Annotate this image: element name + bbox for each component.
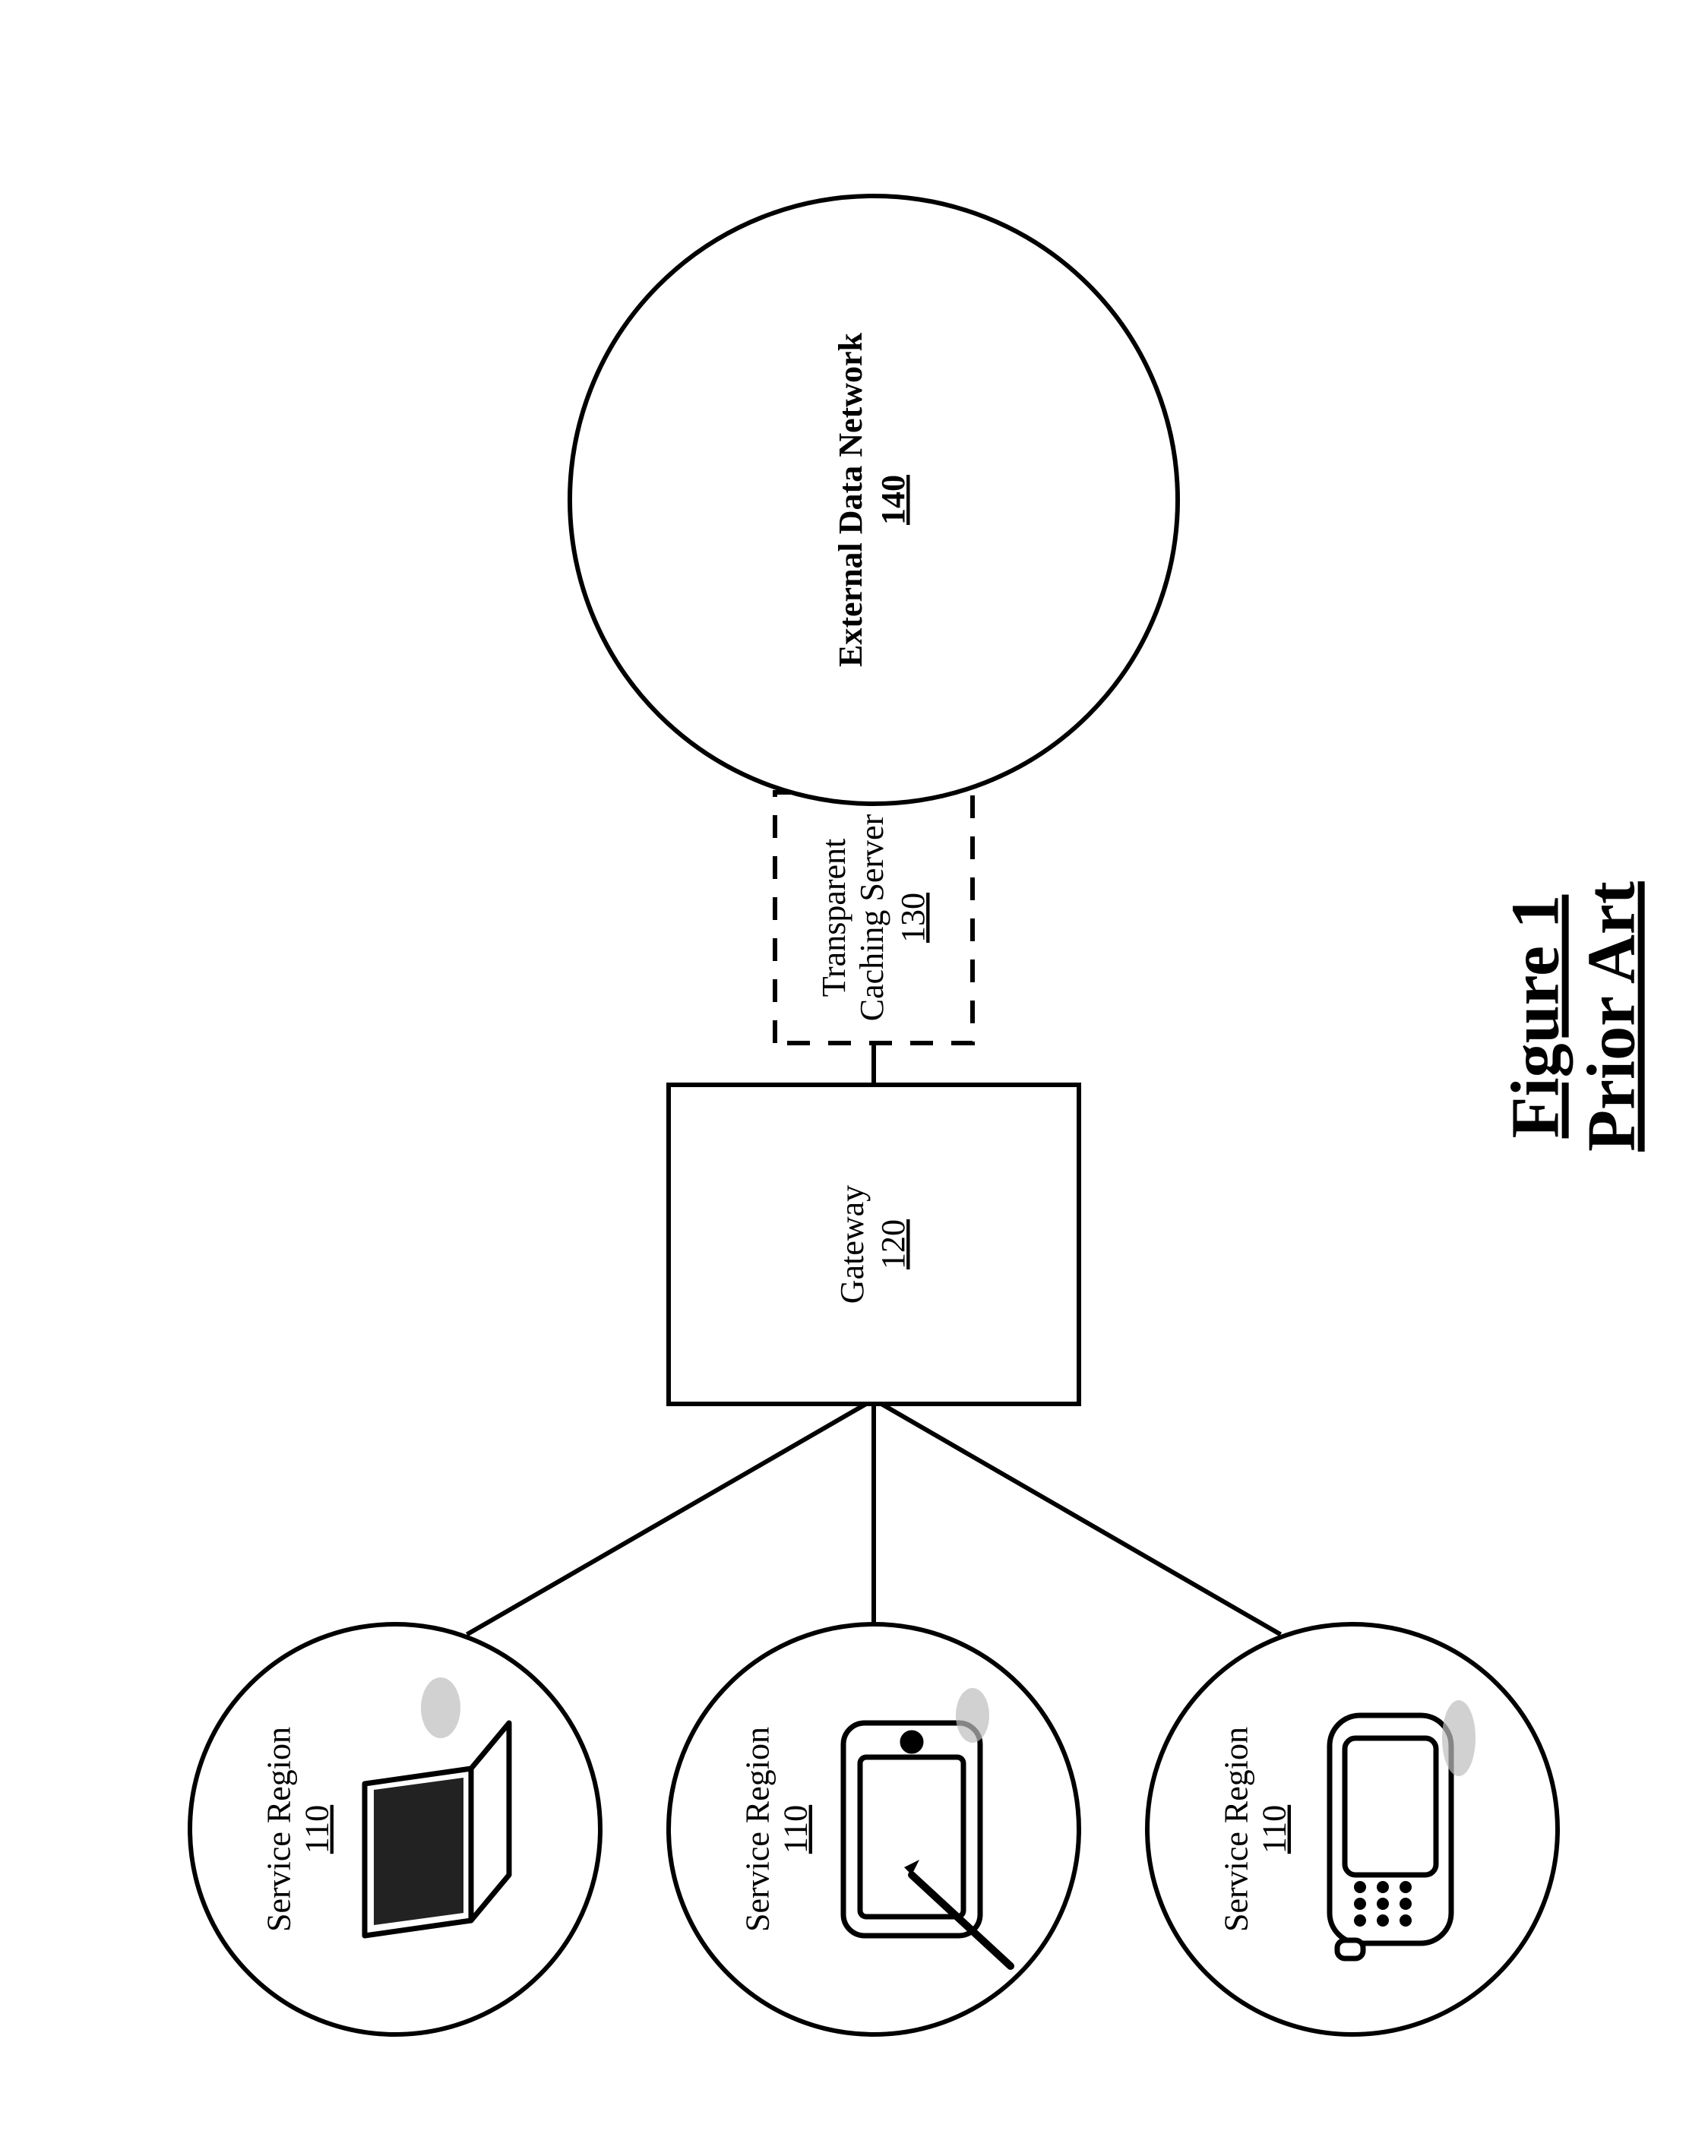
service-region-label: Service Region <box>1218 1727 1255 1932</box>
service-region-node: Service Region110 <box>1147 1624 1558 2034</box>
service-region-label: Service Region <box>261 1727 298 1932</box>
service-region-ref: 110 <box>777 1805 814 1854</box>
figure-title-line1: Figure 1 <box>1498 895 1574 1139</box>
service-region-ref: 110 <box>299 1805 336 1854</box>
nodes: Service Region110Service Region110Servic… <box>190 196 1558 2034</box>
caching-ref: 130 <box>894 893 931 943</box>
external-network-node: External Data Network140 <box>570 196 1178 804</box>
caching-server-node: TransparentCaching Server130 <box>775 792 973 1043</box>
rotated-content: Service Region110Service Region110Servic… <box>190 196 1649 2034</box>
gateway-node: Gateway120 <box>669 1085 1079 1404</box>
service-region-label: Service Region <box>739 1727 777 1932</box>
diagram-canvas: Service Region110Service Region110Servic… <box>0 0 1708 2156</box>
service-region-node: Service Region110 <box>669 1624 1079 2034</box>
figure-label: Figure 1Prior Art <box>1498 881 1649 1152</box>
external-ref: 140 <box>875 475 912 525</box>
external-label: External Data Network <box>832 333 869 667</box>
gateway-label: Gateway <box>833 1185 871 1304</box>
service-region-node: Service Region110 <box>190 1624 600 2034</box>
gateway-ref: 120 <box>875 1219 912 1269</box>
service-region-ref: 110 <box>1256 1805 1293 1854</box>
figure-title-line2: Prior Art <box>1574 881 1649 1152</box>
caching-label-2: Caching Server <box>853 814 890 1021</box>
caching-label-1: Transparent <box>815 839 852 997</box>
